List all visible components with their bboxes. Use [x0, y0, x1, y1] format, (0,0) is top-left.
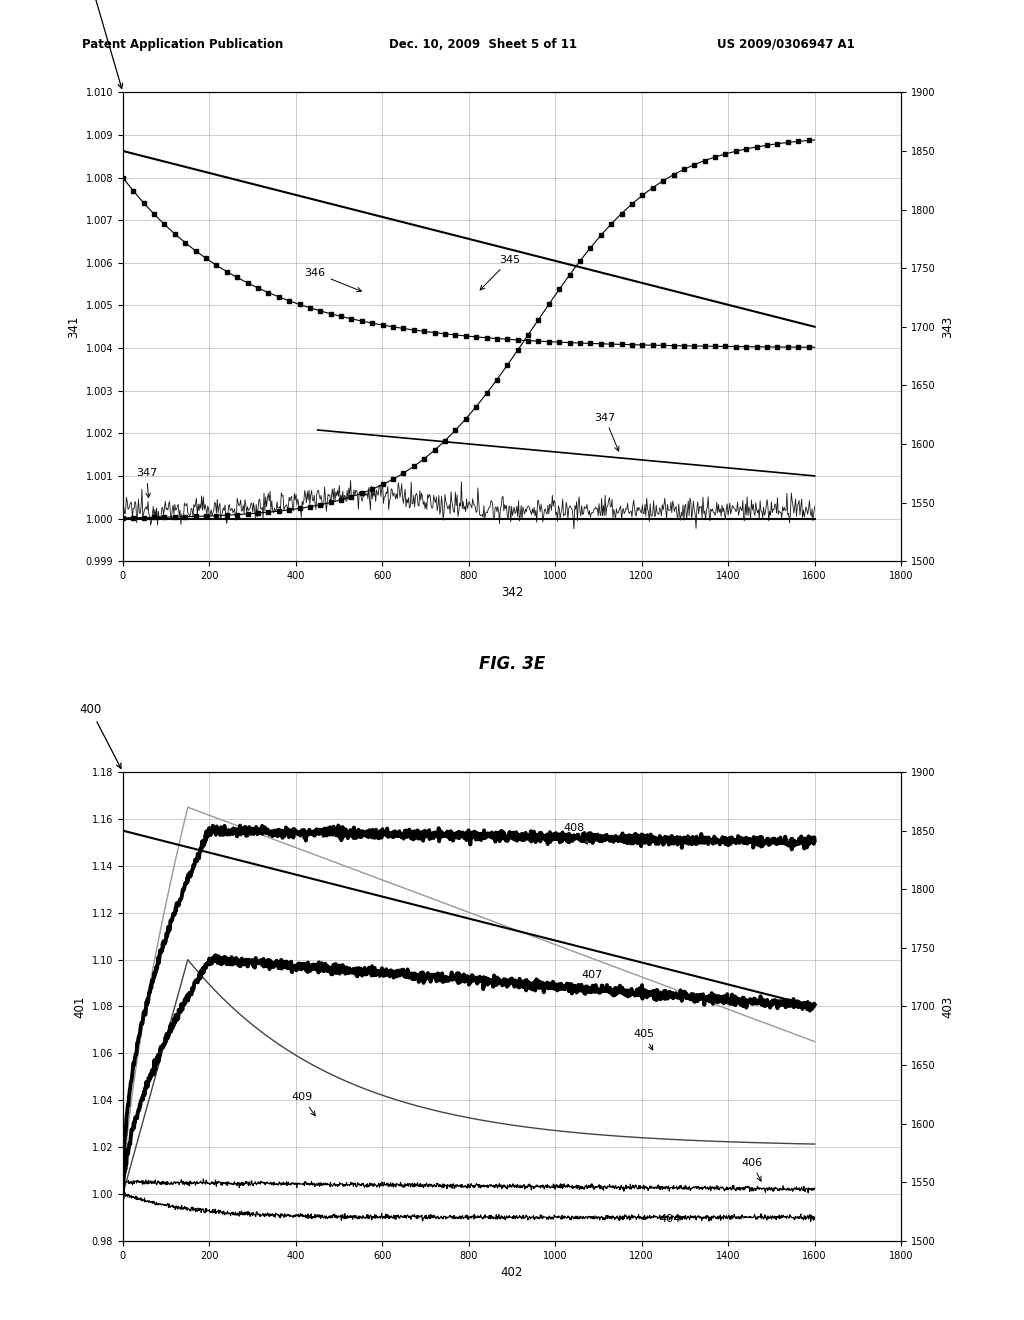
Y-axis label: 401: 401 [73, 995, 86, 1018]
Y-axis label: 341: 341 [67, 315, 80, 338]
Text: 347: 347 [136, 467, 157, 498]
Text: 405: 405 [633, 1028, 654, 1049]
Text: 345: 345 [480, 255, 520, 290]
Text: 346: 346 [304, 268, 361, 292]
Text: 400: 400 [80, 704, 121, 768]
X-axis label: 342: 342 [501, 586, 523, 599]
Text: 406: 406 [741, 1158, 762, 1181]
Y-axis label: 343: 343 [941, 315, 954, 338]
Text: 407: 407 [582, 970, 602, 994]
Text: 408: 408 [564, 822, 588, 843]
Text: US 2009/0306947 A1: US 2009/0306947 A1 [717, 37, 855, 50]
Text: Dec. 10, 2009  Sheet 5 of 11: Dec. 10, 2009 Sheet 5 of 11 [389, 37, 578, 50]
Text: 347: 347 [594, 413, 618, 451]
Y-axis label: 403: 403 [941, 995, 954, 1018]
Text: Patent Application Publication: Patent Application Publication [82, 37, 284, 50]
Text: 340: 340 [80, 0, 123, 88]
Text: FIG. 3E: FIG. 3E [479, 655, 545, 673]
Text: 409: 409 [292, 1092, 315, 1115]
Text: 404: 404 [659, 1214, 684, 1224]
X-axis label: 402: 402 [501, 1266, 523, 1279]
